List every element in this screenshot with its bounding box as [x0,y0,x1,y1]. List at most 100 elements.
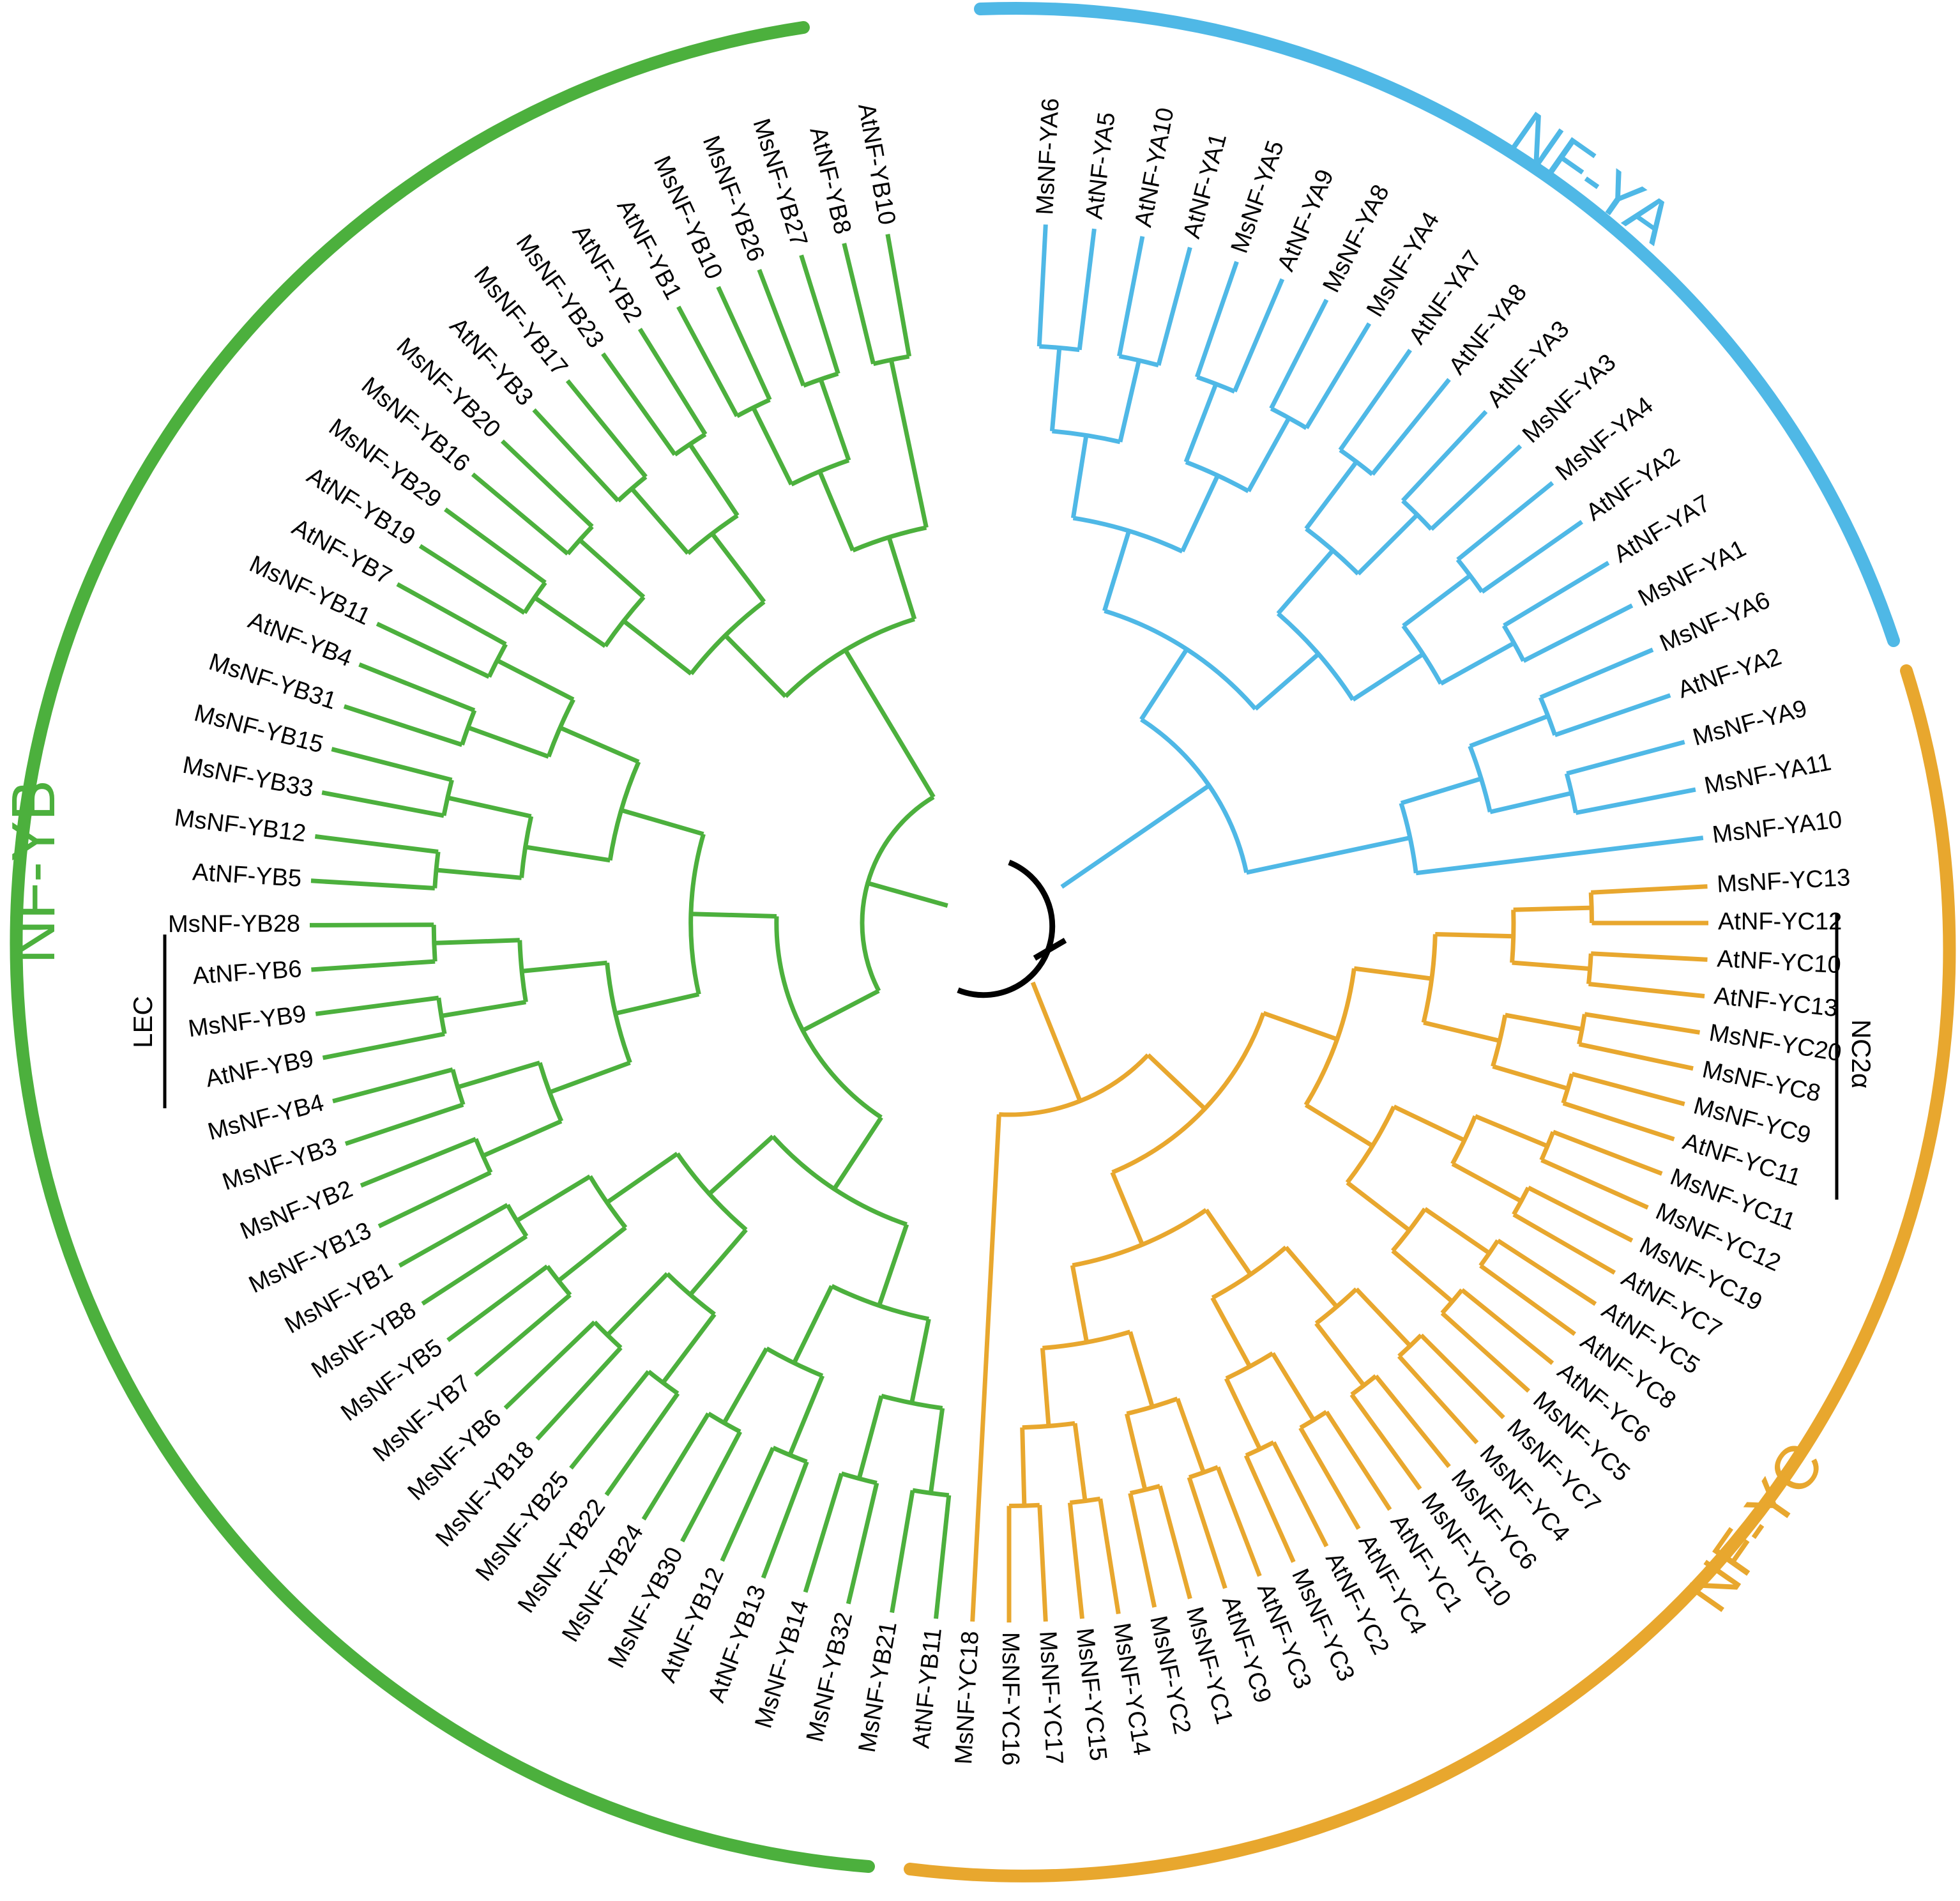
nf-yb-leaf-label: MsNF-YB28 [168,910,300,938]
nf-yc-branch-arc [1314,1287,1358,1325]
nf-yb-leaf-label: AtNF-YB9 [204,1045,316,1092]
nf-yb-branch [605,1152,679,1205]
nf-ya-branch [1246,416,1291,492]
nf-ya-branch [1539,647,1654,700]
nf-yb-branch [846,1482,879,1605]
nf-yb-leaf-label: MsNF-YB32 [801,1610,858,1744]
nf-yc-branch [1157,1485,1192,1599]
nf-ya-branch-arc [1501,624,1526,662]
nf-yb-leaf-label: MsNF-YB21 [854,1619,902,1754]
nf-yb-branch-arc [673,432,707,457]
nf-ya-branch [1356,513,1419,576]
nf-yc-branch [1040,1348,1051,1426]
nf-ya-leaf-label: AtNF-YA9 [1273,165,1339,275]
nf-yc-branch-arc [1350,1374,1378,1397]
nf-yb-branch [535,1346,623,1441]
nf-ya-branch [1401,409,1488,503]
nf-yc-branch [1479,1264,1576,1336]
nf-ya-branch-arc [1270,406,1308,431]
nf-yc-branch-arc [1440,1288,1464,1315]
nf-yb-branch-arc [473,1138,493,1174]
nf-yc-branch [1451,1161,1523,1203]
nf-yb-branch [314,834,439,854]
nf-yb-branch [688,1228,748,1297]
nf-ya-branch [1254,652,1320,711]
nf-yc-branch [1423,1020,1501,1043]
nf-ya-branch [1232,278,1285,393]
nf-yc-leaf-label: AtNF-YC10 [1717,945,1842,979]
nf-yc-clade-arc [904,664,1956,1882]
nf-ya-branch-arc [1104,608,1257,711]
nf-ya-branch [1338,348,1412,452]
nf-yb-branch-arc [784,616,915,698]
nf-yb-leaf-label: AtNF-YB8 [804,125,856,237]
nf-yc-branch [1505,1012,1583,1032]
nf-yc-branch-arc [1512,1186,1531,1216]
nf-yb-branch-arc [830,1284,929,1322]
nf-yc-leaf-label: MsNF-YC18 [950,1630,984,1765]
nf-yb-branch-arc [665,1272,716,1317]
nf-yb-branch [818,378,851,461]
nf-yc-branch [1578,1042,1694,1071]
nf-yb-branch [474,1293,572,1377]
nf-yb-branch-arc [675,1152,748,1232]
nf-yb-branch [467,725,550,759]
nf-yb-branch-arc [840,1471,877,1486]
nf-yc-branch [1314,1322,1366,1387]
nf-yc-branch [1284,1246,1339,1308]
nf-yb-branch [444,507,547,584]
nf-yb-branch-arc [605,962,632,1064]
nf-yb-branch [801,989,880,1033]
nf-yb-branch-arc [505,1203,529,1238]
nf-yb-branch [418,544,526,615]
nf-yc-leaf-label: MsNF-YC16 [997,1632,1024,1766]
nf-yb-branch [421,1234,528,1306]
tree-root [957,859,1067,998]
nf-yb-branch [436,867,522,880]
nf-yb-branch [604,1392,680,1497]
nf-yc-branch [1591,884,1708,895]
nf-ya-branch [1522,603,1634,663]
nf-yb-branch-arc [790,458,850,487]
nf-yc-branch [1146,1053,1206,1111]
nf-yc-branch [1304,1103,1374,1148]
nf-yb-branch [909,1318,931,1404]
nf-yc-branch [1110,1171,1144,1246]
nf-yb-branch-arc [881,1393,943,1410]
nf-yb-branch-arc [519,816,534,878]
nf-ya-branch [1183,383,1219,463]
nf-ya-leaf-labels: MsNF-YA6 AtNF-YA5 AtNF-YA10AtNF-YA1MsNF-YA… [1031,98,1843,849]
nf-yb-leaf-label: MsNF-YB33 [181,752,315,803]
nf-yc-branch [1474,1114,1549,1149]
nf-yc-leaf-label: MsNF-YC20 [1707,1019,1843,1067]
nf-yb-branch [843,648,936,798]
nf-ya-branch [1156,247,1192,366]
nf-yb-branch [315,995,439,1016]
nf-yc-branch-arc [999,1053,1150,1117]
nf-ya-branch-arc [1185,460,1250,493]
nf-yb-leaf-label: AtNF-YB5 [192,859,302,892]
nf-ya-branch [1139,648,1189,721]
nf-ya-branch [1077,228,1097,351]
nf-yc-branch [1552,1129,1663,1176]
nf-ya-branch-arc [1401,624,1443,685]
nf-ya-branch [1554,693,1671,738]
nf-yb-branch [928,1408,945,1493]
nf-yb-branch [569,1370,651,1470]
nf-ya-leaf-label: MsNF-YA11 [1702,749,1834,800]
nf-yb-branch [856,1395,884,1479]
nf-yc-branch [1349,1393,1422,1490]
nf-yc-branch [1374,1374,1451,1469]
nf-yb-clade-arc [10,21,875,1873]
nf-ya-branch-arc [1339,448,1374,477]
nf-yb-title: NF-YB [0,780,68,964]
nf-yb-branch [761,1461,809,1579]
nf-yb-branch [688,443,740,517]
nf-yb-branch [720,1447,775,1562]
nf-ya-branch [1480,520,1584,594]
nf-ya-branch-arc [1468,745,1493,813]
nf-yc-branch-arc [1211,1245,1288,1300]
nf-ya-branch [1037,224,1048,347]
nf-yc-branch-arc [1070,1496,1101,1505]
